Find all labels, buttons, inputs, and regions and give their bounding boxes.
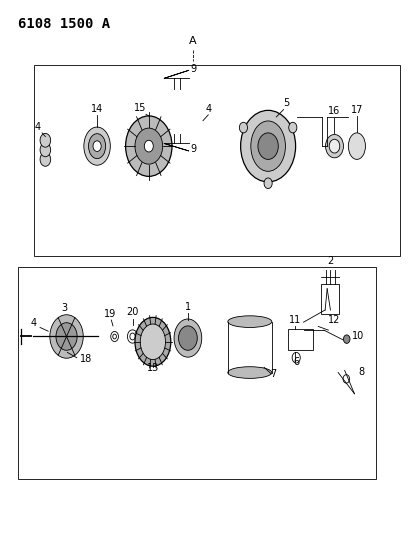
Ellipse shape	[328, 139, 339, 153]
Text: 19: 19	[104, 309, 117, 319]
Text: 5: 5	[283, 99, 289, 108]
Text: 10: 10	[352, 331, 364, 341]
Text: 8: 8	[357, 367, 364, 377]
Ellipse shape	[325, 134, 343, 158]
Text: 6108 1500 A: 6108 1500 A	[18, 17, 110, 31]
Text: 2: 2	[326, 256, 333, 266]
Circle shape	[40, 133, 51, 147]
Ellipse shape	[174, 319, 201, 357]
Bar	[288, 328, 312, 350]
Circle shape	[263, 178, 272, 189]
Text: 18: 18	[80, 354, 92, 364]
Text: 13: 13	[146, 363, 159, 373]
Circle shape	[93, 141, 101, 151]
Ellipse shape	[50, 315, 83, 358]
Ellipse shape	[250, 121, 285, 171]
Text: 4: 4	[31, 318, 37, 328]
Text: 16: 16	[328, 106, 340, 116]
Text: 9: 9	[190, 144, 196, 154]
Ellipse shape	[240, 110, 295, 182]
Text: 7: 7	[270, 369, 276, 379]
Ellipse shape	[227, 316, 271, 327]
Text: 15: 15	[133, 103, 146, 113]
Circle shape	[343, 335, 349, 343]
Text: 14: 14	[91, 104, 103, 114]
Text: 4: 4	[204, 104, 211, 114]
Bar	[34, 65, 400, 256]
Circle shape	[40, 143, 51, 157]
Ellipse shape	[348, 133, 364, 159]
Circle shape	[178, 326, 197, 350]
Circle shape	[144, 140, 153, 152]
Circle shape	[125, 116, 172, 176]
Ellipse shape	[88, 134, 106, 159]
Circle shape	[40, 152, 51, 166]
Bar	[321, 284, 339, 314]
Circle shape	[135, 128, 162, 164]
Text: 9: 9	[190, 64, 196, 74]
Text: 17: 17	[350, 105, 362, 115]
Text: 1: 1	[184, 302, 191, 312]
Text: 11: 11	[289, 315, 301, 325]
Text: 20: 20	[126, 308, 138, 317]
Bar	[18, 266, 375, 479]
Circle shape	[288, 122, 296, 133]
Text: 4: 4	[35, 122, 41, 132]
Ellipse shape	[84, 127, 110, 165]
Ellipse shape	[227, 367, 271, 378]
Ellipse shape	[140, 324, 165, 360]
Circle shape	[239, 122, 247, 133]
Text: 6: 6	[292, 357, 299, 367]
Text: A: A	[189, 36, 196, 46]
Text: 3: 3	[61, 303, 67, 312]
Circle shape	[257, 133, 278, 159]
Ellipse shape	[135, 317, 171, 366]
Circle shape	[56, 322, 77, 350]
Text: 12: 12	[328, 315, 340, 325]
